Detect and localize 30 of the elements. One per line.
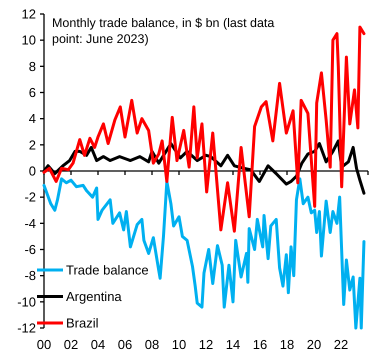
x-tick-label: 06 [118, 337, 132, 352]
y-tick-label: -2 [24, 190, 36, 205]
y-tick-label: 12 [22, 6, 36, 22]
legend-label: Trade balance [66, 262, 149, 278]
y-tick-label: -10 [17, 294, 36, 310]
x-tick-label: 22 [334, 337, 348, 352]
y-tick-label: 0 [28, 164, 36, 179]
x-tick-label: 14 [226, 337, 240, 352]
legend-label: Brazil [66, 316, 99, 331]
y-tick-label: -8 [24, 268, 36, 284]
y-tick-label: -12 [17, 320, 36, 336]
x-tick-label: 00 [36, 337, 52, 352]
x-tick-label: 16 [252, 337, 268, 352]
x-tick-label: 12 [198, 337, 214, 352]
x-tick-label: 20 [306, 337, 322, 352]
text: Monthly trade balance, in $ bn (last data point: June 2023) [52, 16, 274, 46]
y-tick-label: -4 [24, 216, 36, 231]
x-tick-label: 02 [64, 337, 78, 352]
legend-label: Argentina [66, 289, 122, 304]
y-tick-label: 8 [28, 58, 36, 74]
y-tick-label: 2 [28, 137, 36, 152]
y-tick-label: 6 [28, 85, 36, 100]
y-tick-label: 4 [28, 111, 36, 126]
x-tick-label: 10 [172, 337, 186, 352]
y-tick-label: 10 [22, 32, 36, 48]
x-tick-label: 18 [280, 337, 294, 352]
line-series [42, 177, 366, 330]
x-tick-label: 08 [144, 337, 160, 352]
y-tick-label: -6 [24, 242, 36, 258]
x-tick-label: 04 [90, 337, 106, 352]
